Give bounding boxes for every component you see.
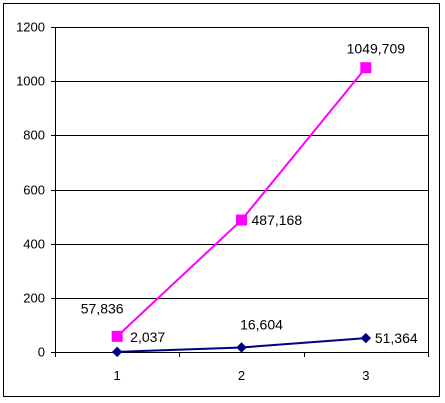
square-marker — [111, 330, 123, 342]
square-marker — [360, 62, 372, 74]
series-line — [116, 67, 367, 338]
x-tick-label: 2 — [238, 368, 245, 383]
x-tick-label: 3 — [362, 368, 369, 383]
y-tick-label: 1000 — [16, 74, 45, 89]
y-tick-label: 800 — [23, 128, 45, 143]
data-label: 57,836 — [81, 300, 124, 316]
y-tick-label: 0 — [38, 345, 45, 360]
square-marker — [236, 214, 247, 226]
y-tick-label: 600 — [23, 183, 45, 198]
diamond-marker — [111, 346, 123, 358]
data-label: 51,364 — [375, 330, 418, 346]
data-label: 487,168 — [252, 212, 303, 228]
x-tick-label: 1 — [114, 368, 121, 383]
y-tick-label: 400 — [23, 237, 45, 252]
y-tick-label: 1200 — [16, 20, 45, 35]
y-tick-label: 200 — [23, 291, 45, 306]
data-label: 16,604 — [240, 317, 283, 333]
diamond-marker — [360, 332, 372, 344]
data-label: 2,037 — [130, 329, 165, 345]
diamond-marker — [236, 342, 247, 353]
data-label: 1049,709 — [347, 41, 406, 57]
